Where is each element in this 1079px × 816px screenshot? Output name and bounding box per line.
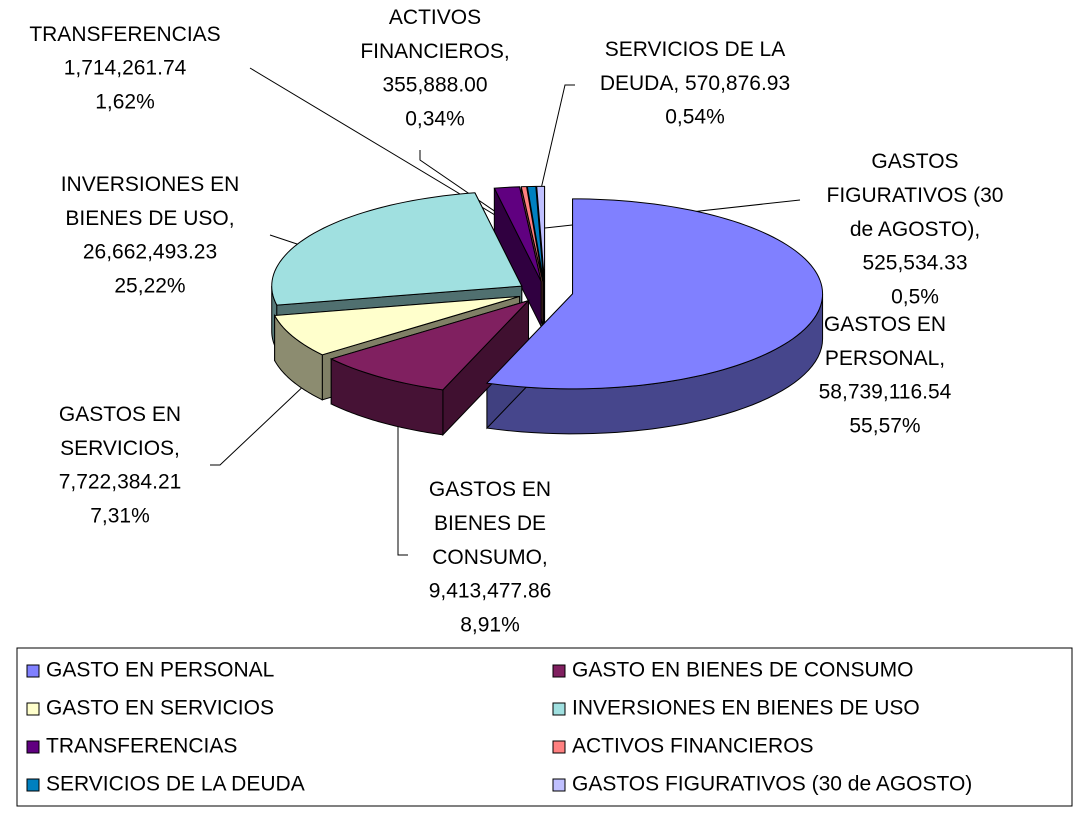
data-label-percent: 8,91%: [460, 614, 520, 637]
legend-label: SERVICIOS DE LA DEUDA: [46, 773, 305, 796]
slice: [273, 295, 520, 356]
slice: [520, 186, 544, 282]
legend-swatch: [552, 778, 566, 792]
data-labels: GASTOS EN PERSONAL, 58,739,116.54 55,57% GAS…: [29, 6, 1003, 637]
data-label: GASTOS EN: [824, 313, 946, 336]
data-label-percent: 55,57%: [849, 415, 920, 438]
data-label: BIENES DE USO,: [65, 207, 234, 230]
legend-swatch: [552, 664, 566, 678]
slice: [329, 299, 531, 391]
slice: [526, 185, 545, 282]
data-label-value: 26,662,493.23: [83, 241, 217, 264]
legend: GASTO EN PERSONAL GASTO EN BIENES DE CONS…: [26, 659, 972, 796]
data-label: GASTOS EN: [59, 403, 181, 426]
data-label-value: 1,714,261.74: [64, 57, 187, 80]
legend-label: INVERSIONES EN BIENES DE USO: [572, 697, 920, 720]
legend-box: [16, 647, 1073, 807]
leader-line: [397, 400, 408, 556]
data-label-name: BIENES DE USO,: [65, 207, 234, 230]
leader-line: [210, 379, 311, 466]
data-label-value: 7,722,384.21: [59, 471, 182, 494]
data-label-percent: 0,5%: [891, 286, 939, 309]
data-label: de AGOSTO),: [850, 218, 980, 241]
data-label: BIENES DE: [434, 512, 546, 535]
data-label-value: 525,534.33: [862, 252, 967, 275]
legend-swatch: [552, 740, 566, 754]
data-label-name: BIENES DE: [434, 512, 546, 535]
data-label-name: de AGOSTO),: [850, 218, 980, 241]
data-label-name: PERSONAL,: [825, 347, 945, 370]
legend-label: GASTO EN PERSONAL: [46, 659, 274, 682]
data-label: GASTOS EN: [429, 478, 551, 501]
data-label-value: 58,739,116.54: [819, 381, 952, 404]
data-label: DEUDA, 570,876.93: [600, 72, 790, 95]
data-label: FIGURATIVOS (30: [827, 184, 1004, 207]
legend-label: GASTOS FIGURATIVOS (30 de AGOSTO): [572, 773, 972, 796]
pie: [271, 185, 824, 437]
data-label-percent: 7,31%: [90, 505, 150, 528]
data-label: ACTIVOS: [389, 6, 481, 29]
legend-swatch: [26, 778, 40, 792]
data-label-name: INVERSIONES EN: [61, 173, 240, 196]
data-label: PERSONAL,: [825, 347, 945, 370]
data-label-name: SERVICIOS DE LA: [605, 38, 786, 61]
data-label-value: 355,888.00: [382, 74, 487, 97]
data-label: GASTOS: [871, 150, 958, 173]
data-label: SERVICIOS DE LA: [605, 38, 786, 61]
data-label-value: 570,876.93: [685, 72, 790, 95]
data-label-percent: 0,54%: [665, 106, 725, 129]
data-label: CONSUMO,: [432, 546, 548, 569]
data-label-name: FIGURATIVOS (30: [827, 184, 1004, 207]
data-label-name: GASTOS EN: [824, 313, 946, 336]
slice: [271, 192, 523, 306]
legend-label: GASTO EN SERVICIOS: [46, 697, 274, 720]
legend-label: ACTIVOS FINANCIEROS: [572, 735, 814, 758]
slice: [485, 198, 824, 390]
legend-swatch: [26, 702, 40, 716]
legend-swatch: [552, 702, 566, 716]
leader-line: [419, 150, 526, 233]
slice: [493, 186, 542, 282]
data-label: INVERSIONES EN: [61, 173, 240, 196]
data-label-name: GASTOS EN: [429, 478, 551, 501]
data-label-name: DEUDA,: [600, 72, 679, 95]
leader-line: [531, 84, 575, 229]
data-label-name: ACTIVOS: [389, 6, 481, 29]
legend-swatch: [26, 740, 40, 754]
data-label-value: 9,413,477.86: [429, 580, 552, 603]
data-label: TRANSFERENCIAS: [29, 23, 220, 46]
data-label-percent: 1,62%: [95, 91, 155, 114]
data-label-name: GASTOS: [871, 150, 958, 173]
data-label-name: CONSUMO,: [432, 546, 548, 569]
slice: [536, 185, 546, 282]
data-label: FINANCIEROS,: [360, 40, 509, 63]
data-label-percent: 0,34%: [405, 108, 465, 131]
data-label-name: GASTOS EN: [59, 403, 181, 426]
data-label-name: SERVICIOS,: [60, 437, 180, 460]
legend-label: GASTO EN BIENES DE CONSUMO: [572, 659, 914, 682]
legend-swatch: [26, 664, 40, 678]
data-label-name: FINANCIEROS,: [360, 40, 509, 63]
data-label: SERVICIOS,: [60, 437, 180, 460]
data-label-percent: 25,22%: [114, 275, 185, 298]
data-label-name: TRANSFERENCIAS: [29, 23, 220, 46]
legend-label: TRANSFERENCIAS: [46, 735, 237, 758]
